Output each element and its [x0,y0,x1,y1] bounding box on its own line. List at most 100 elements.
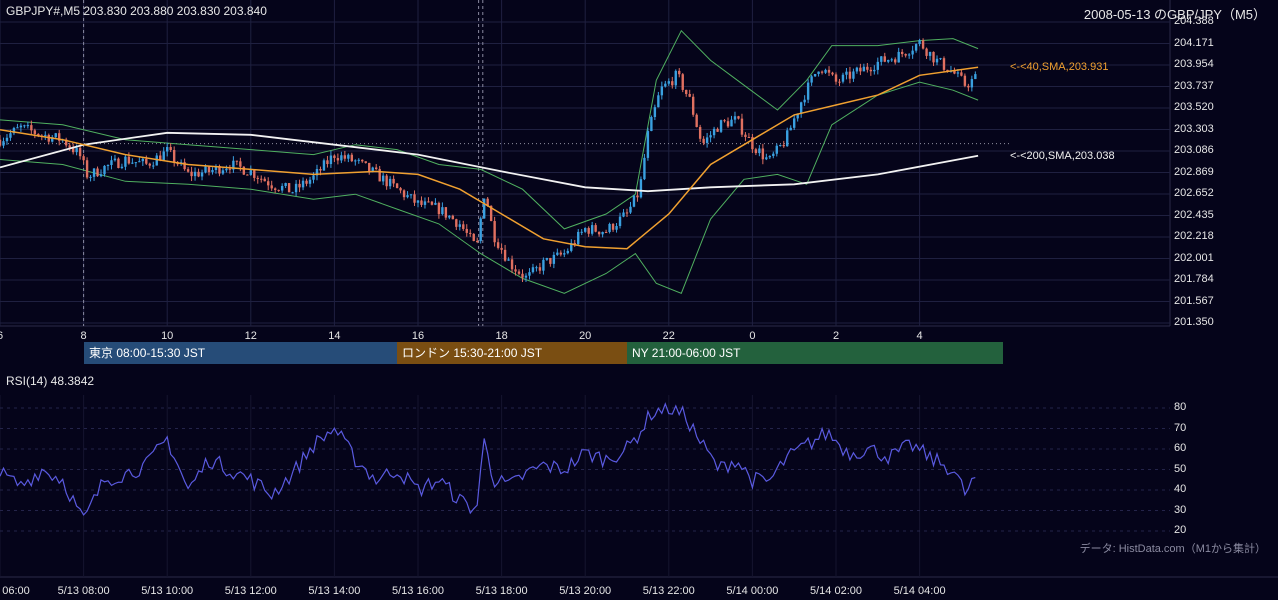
candle-body [375,167,378,170]
bottom-time-tick: 06:00 [2,585,30,597]
candle-body [545,257,549,260]
candle-body [573,242,576,245]
time-tick: 12 [244,330,257,342]
candle-body [322,160,326,171]
price-tick: 202.652 [1174,187,1214,199]
candle-body [726,121,730,127]
candle-body [664,83,667,87]
candle-body [64,139,68,146]
candle-body [817,71,820,74]
price-tick: 201.567 [1174,294,1214,307]
candle-body [786,130,789,147]
candle-body [552,254,556,264]
candle-body [326,160,329,165]
price-tick: 203.086 [1174,144,1214,156]
rsi-series [0,402,976,516]
price-tick: 201.350 [1174,316,1214,328]
candle-body [779,145,782,147]
candles [0,38,977,282]
candle-body [347,154,350,159]
candle-body [873,69,876,72]
rsi-line [0,402,976,516]
candle-body [632,195,636,207]
candle-body [549,257,552,264]
chart-title: 2008-05-13 のGBP/JPY（M5） [1083,7,1266,22]
bottom-time-tick: 5/13 10:00 [141,585,194,597]
time-tick: 14 [328,330,341,342]
candle-body [354,160,357,162]
candle-body [51,137,54,142]
candle-body [68,145,71,148]
candle-body [827,69,831,73]
candle-body [524,275,528,278]
candle-body [615,226,618,230]
candle-body [169,147,172,150]
candle-body [9,133,12,138]
candle-body [280,186,284,191]
candle-body [301,180,305,188]
candle-body [357,159,360,161]
candle-body [54,133,57,138]
bottom-time-tick: 5/13 22:00 [642,585,695,597]
candle-body [235,160,239,162]
candle-body [214,166,218,170]
candle-body [608,224,611,233]
candle-body [880,56,883,62]
rsi-tick: 70 [1174,421,1187,434]
time-tick: 4 [916,330,923,342]
candle-body [350,154,354,162]
candle-body [441,207,444,215]
candle-body [462,224,465,229]
candle-body [625,212,629,214]
candle-body [918,40,921,45]
candle-body [740,118,744,135]
candle-body [761,148,765,160]
time-tick: 16 [411,330,425,342]
candle-body [639,179,643,198]
candle-body [148,163,151,166]
candle-body [907,54,911,56]
candle-body [503,249,507,261]
sma40-line [0,66,979,250]
rsi-tick: 60 [1174,442,1187,454]
time-tick: 18 [495,330,508,342]
candle-body [190,171,193,177]
candle-body [448,215,451,218]
candle-body [712,128,716,136]
sma-lines [0,66,979,250]
candle-body [413,194,416,203]
candle-body [145,158,148,164]
candle-body [343,155,347,159]
candle-body [967,85,970,88]
candle-body [841,74,845,82]
candle-body [942,58,946,70]
candle-body [131,162,134,164]
bottom-time-tick: 5/13 16:00 [392,585,444,597]
candle-body [71,147,75,153]
candle-body [434,202,437,205]
candle-body [500,247,503,250]
candle-body [33,130,37,134]
candle-body [914,44,918,51]
candle-body [618,216,622,227]
candle-body [193,171,197,177]
candle-body [566,250,569,254]
candle-body [427,201,430,203]
candle-body [58,133,61,141]
candle-body [30,125,33,131]
rsi-label: RSI(14) 48.3842 [6,374,95,388]
candle-body [570,242,573,251]
candle-body [650,117,653,132]
candle-body [378,169,381,182]
candle-body [657,95,660,108]
candle-body [921,40,925,49]
candle-body [810,76,813,83]
time-tick: 8 [80,330,87,342]
candle-body [277,189,280,191]
candle-body [970,79,974,88]
candle-body [197,171,200,177]
time-tick: 20 [579,330,592,342]
candle-body [911,50,914,55]
candle-body [737,116,740,119]
candle-body [273,188,277,190]
